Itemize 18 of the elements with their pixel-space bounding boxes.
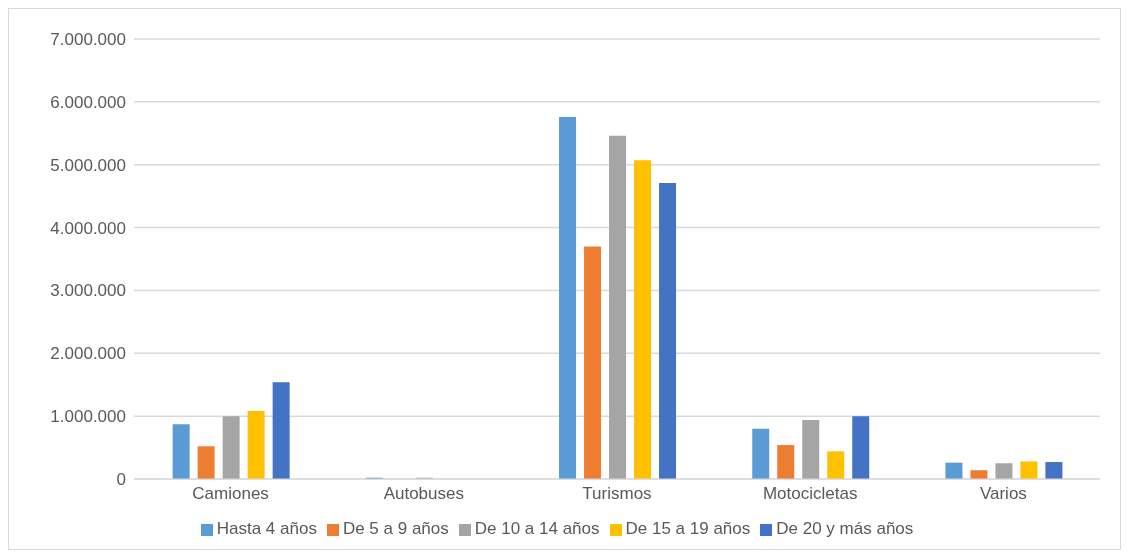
legend-label: De 20 y más años (776, 519, 914, 538)
y-tick-label: 1.000.000 (50, 407, 126, 427)
x-tick-label: Camiones (192, 484, 269, 504)
y-tick-label: 4.000.000 (50, 218, 126, 238)
legend-label: De 5 a 9 años (342, 519, 449, 538)
y-tick-label: 2.000.000 (50, 344, 126, 364)
x-tick-label: Autobuses (383, 484, 464, 504)
y-tick-label: 6.000.000 (50, 92, 126, 112)
x-tick-label: Varios (979, 484, 1027, 504)
y-tick-label: 5.000.000 (50, 155, 126, 175)
legend-label: Hasta 4 años (216, 519, 317, 538)
y-tick-label: 7.000.000 (50, 30, 126, 50)
legend-label: De 15 a 19 años (625, 519, 751, 538)
y-tick-label: 3.000.000 (50, 281, 126, 301)
x-tick-label: Turismos (582, 484, 652, 504)
y-tick-label: 0 (116, 470, 126, 490)
legend-label: De 10 a 14 años (474, 519, 600, 538)
x-tick-label: Motocicletas (762, 484, 858, 504)
